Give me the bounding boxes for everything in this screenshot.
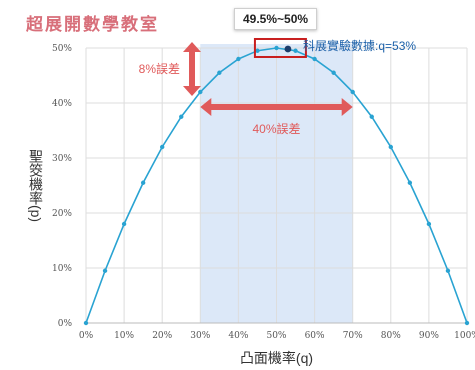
x-tick-label: 0%: [79, 331, 94, 341]
vertical-error-arrow-head: [183, 86, 201, 96]
data-point: [388, 144, 393, 150]
x-axis-title: 凸面機率(q): [240, 350, 313, 366]
data-point: [198, 89, 203, 95]
y-tick-label: 10%: [52, 264, 72, 274]
x-tick-label: 80%: [381, 331, 401, 341]
value-range-callout: 49.5%~50%: [234, 8, 318, 30]
highlight-box: [253, 37, 307, 58]
y-tick-label: 50%: [52, 44, 72, 54]
data-point: [464, 320, 470, 326]
x-tick-label: 70%: [343, 331, 363, 341]
data-point: [121, 221, 127, 227]
watermark: 超展開數學教室: [26, 15, 159, 35]
data-point: [140, 180, 146, 185]
x-tick-label: 20%: [152, 331, 172, 341]
data-point: [350, 89, 355, 95]
horizontal-error-label: 40%誤差: [252, 121, 300, 136]
data-point: [217, 70, 222, 75]
vertical-error-arrow-head: [183, 42, 201, 52]
data-point: [293, 48, 298, 53]
x-tick-label: 40%: [228, 331, 248, 341]
y-axis-title: 聖筊機率(p): [28, 149, 44, 222]
experiment-data-label: 科展實驗數據:q=53%: [303, 38, 416, 53]
vertical-error-label: 8%誤差: [139, 61, 180, 76]
data-point: [160, 144, 165, 150]
horizontal-error-arrow-head: [200, 98, 212, 116]
x-tick-label: 60%: [305, 331, 325, 341]
data-point: [445, 268, 451, 273]
x-tick-label: 50%: [266, 331, 286, 341]
horizontal-error-arrow-head: [341, 98, 353, 116]
x-tick-label: 10%: [114, 331, 134, 341]
y-tick-label: 30%: [52, 154, 72, 164]
y-tick-label: 20%: [52, 209, 72, 219]
x-tick-label: 90%: [419, 331, 439, 341]
data-point: [236, 56, 241, 62]
x-tick-label: 100%: [454, 331, 475, 341]
data-point: [369, 114, 374, 119]
data-point: [255, 48, 260, 53]
data-point: [83, 320, 89, 326]
y-tick-label: 0%: [58, 319, 73, 329]
data-point: [274, 45, 279, 51]
y-tick-label: 40%: [52, 99, 72, 109]
highlight-point: [284, 45, 292, 53]
data-point: [331, 70, 336, 75]
data-point: [312, 56, 317, 62]
x-tick-label: 30%: [190, 331, 210, 341]
data-point: [102, 268, 108, 273]
data-point: [179, 114, 184, 119]
data-point: [426, 221, 432, 227]
data-point: [407, 180, 413, 185]
